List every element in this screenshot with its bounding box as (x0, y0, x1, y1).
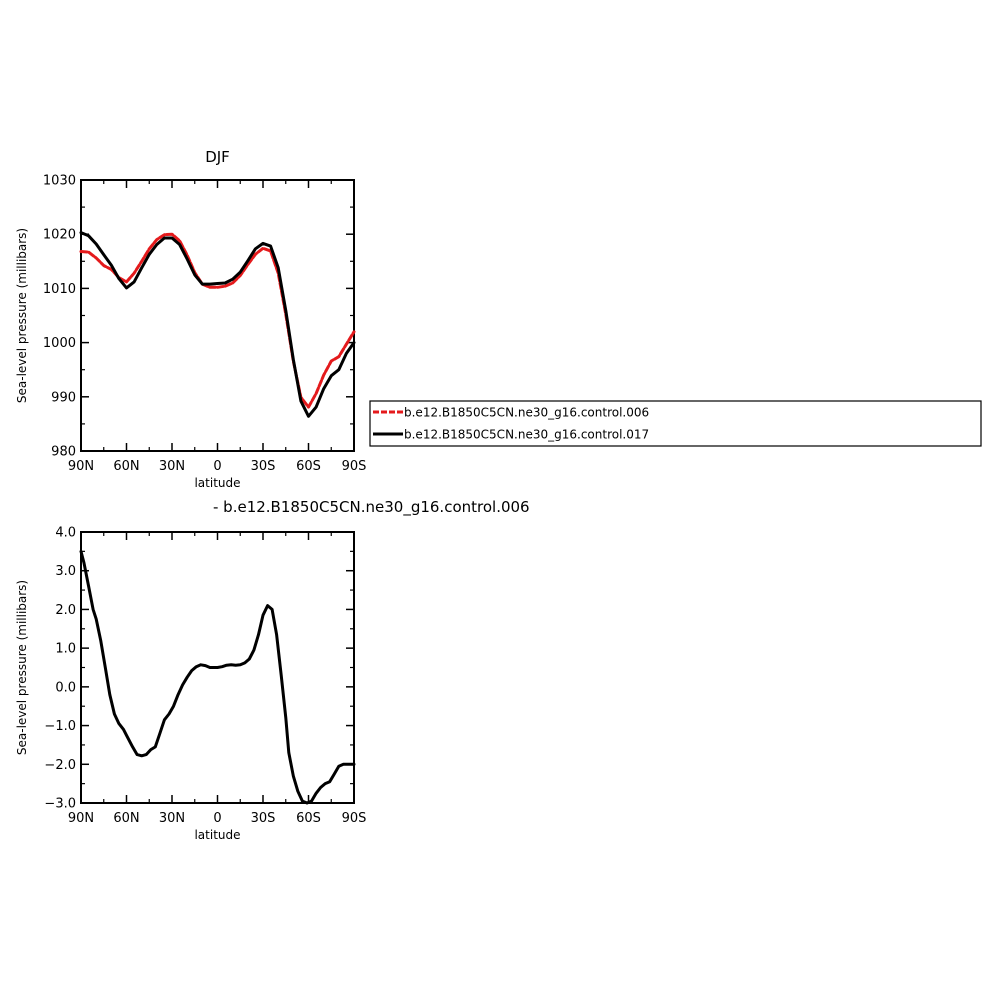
legend-label-2: b.e12.B1850C5CN.ne30_g16.control.017 (404, 428, 649, 442)
y-tick-label: 1000 (43, 336, 76, 351)
x-tick-label: 90N (68, 459, 94, 474)
y-tick-label: 980 (51, 445, 76, 460)
y-tick-label: 1.0 (55, 642, 76, 657)
y-tick-label: 2.0 (55, 603, 76, 618)
y-tick-label: 0.0 (55, 680, 76, 695)
y-tick-label: −2.0 (44, 758, 76, 773)
series-line-1 (79, 549, 356, 805)
x-tick-label: 90S (342, 811, 367, 826)
y-tick-label: 3.0 (55, 564, 76, 579)
y-tick-label: 1020 (43, 228, 76, 243)
y-tick-label: 1030 (43, 174, 76, 189)
legend: b.e12.B1850C5CN.ne30_g16.control.006 b.e1… (369, 400, 982, 447)
x-tick-label: 30S (251, 459, 276, 474)
x-tick-label: 60N (113, 811, 139, 826)
x-tick-label: 30N (159, 459, 185, 474)
y-tick-label: 990 (51, 390, 76, 405)
legend-label-1: b.e12.B1850C5CN.ne30_g16.control.006 (404, 406, 649, 420)
legend-box (369, 400, 982, 447)
x-tick-label: 60S (296, 811, 321, 826)
y-tick-label: 4.0 (55, 526, 76, 541)
x-axis-label: latitude (194, 828, 240, 842)
chart-title: - b.e12.B1850C5CN.ne30_g16.control.006 (213, 498, 530, 517)
x-axis-label: latitude (194, 476, 240, 490)
chart-bottom: 90N 60N 30N 0 30S 60S 90S −3.0 −2.0 −1.0 0.0 1.0 2.0… (15, 498, 530, 842)
y-tick-label: −3.0 (44, 797, 76, 812)
x-tick-label: 90N (68, 811, 94, 826)
series-line-1 (79, 232, 356, 409)
x-tick-label: 0 (213, 811, 221, 826)
series-line-2 (79, 231, 356, 418)
x-tick-label: 60S (296, 459, 321, 474)
chart-top: 90N 60N 30N 0 30S 60S 90S 980 990 1000 1010 1020 103… (15, 148, 366, 490)
x-tick-label: 30S (251, 811, 276, 826)
x-tick-label: 90S (342, 459, 367, 474)
y-axis-label: Sea-level pressure (millibars) (15, 580, 29, 755)
x-tick-label: 30N (159, 811, 185, 826)
y-tick-label: −1.0 (44, 719, 76, 734)
y-tick-label: 1010 (43, 282, 76, 297)
y-axis-label: Sea-level pressure (millibars) (15, 228, 29, 403)
chart-title: DJF (205, 148, 230, 166)
x-tick-label: 0 (213, 459, 221, 474)
x-tick-label: 60N (113, 459, 139, 474)
